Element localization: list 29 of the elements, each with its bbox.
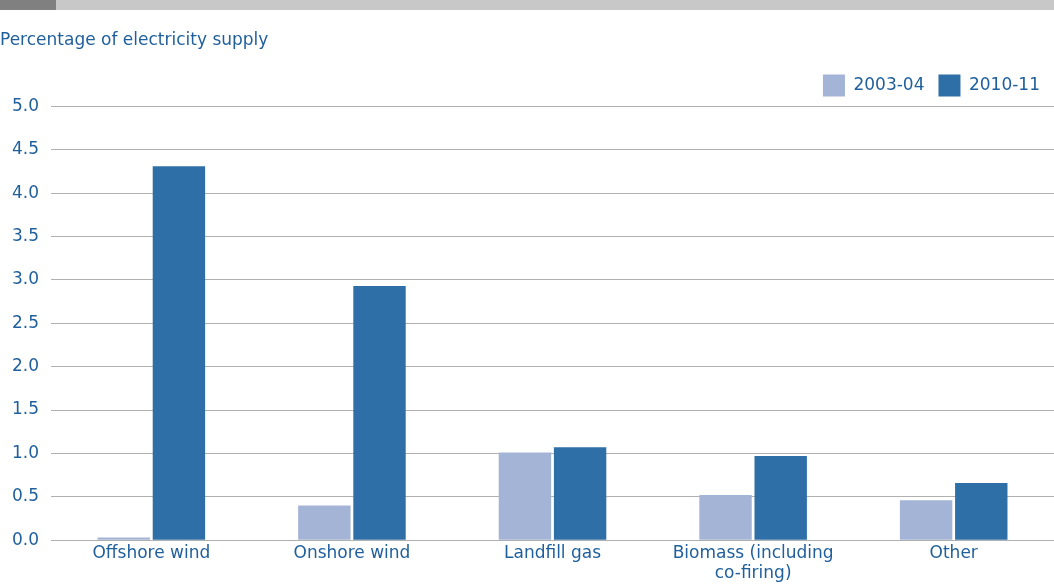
bar (152, 166, 206, 540)
x-tick-label: Onshore wind (293, 541, 411, 562)
x-tick-label: Biomass (including co-firing) (672, 541, 834, 583)
legend-label: 2003-04 (853, 73, 925, 94)
y-tick-label: 3.0 (11, 268, 40, 289)
y-tick-label: 5.0 (11, 94, 40, 115)
bar (955, 482, 1008, 540)
y-tick-label: 0.0 (11, 528, 40, 549)
y-tick-label: 1.0 (11, 441, 40, 462)
y-tick-label: 2.5 (11, 311, 40, 332)
bar (899, 500, 953, 540)
y-tick-label: 4.0 (11, 181, 40, 202)
bar (498, 452, 552, 540)
x-tick-label: Landfill gas (503, 541, 602, 562)
y-tick-label: 1.5 (11, 398, 40, 419)
bar (553, 447, 607, 540)
bar (754, 456, 807, 540)
y-axis-title: Percentage of electricity supply (0, 28, 269, 49)
bar (298, 505, 351, 540)
legend-label: 2010-11 (968, 73, 1040, 94)
y-tick-label: 2.0 (11, 355, 40, 376)
bar (699, 495, 752, 540)
x-tick-label: Offshore wind (92, 541, 211, 562)
y-tick-label: 3.5 (11, 224, 40, 245)
y-tick-label: 4.5 (11, 138, 40, 159)
x-tick-label: Other (929, 541, 978, 562)
bar (97, 537, 150, 540)
y-tick-label: 0.5 (11, 485, 40, 506)
bar (353, 285, 406, 540)
